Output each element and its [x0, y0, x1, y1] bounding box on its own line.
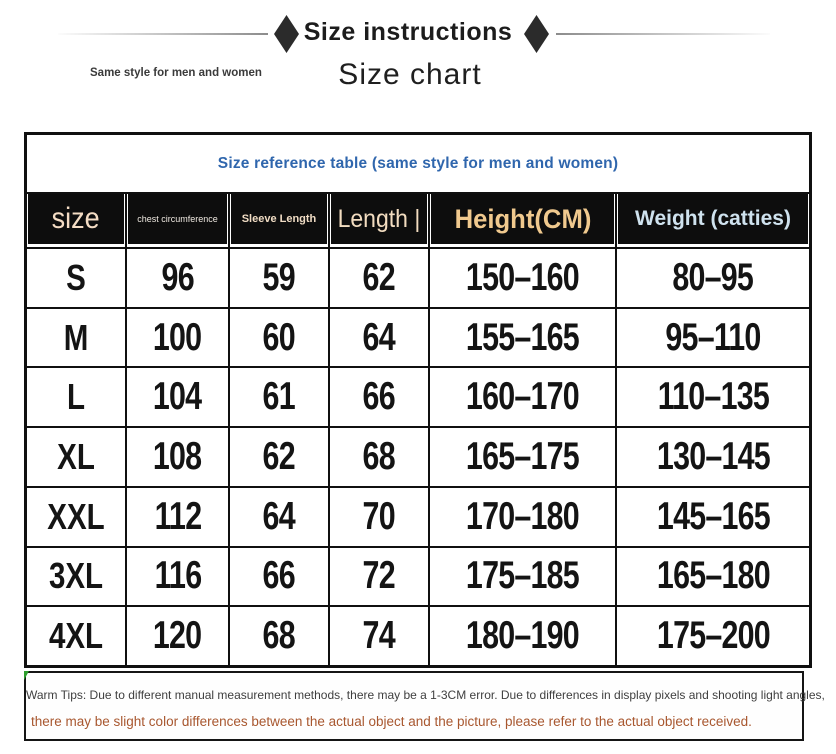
warm-tips-line1: Warm Tips: Due to different manual measu… — [26, 688, 825, 702]
cell-size: M — [27, 308, 125, 367]
cell-sleeve: 64 — [230, 487, 328, 546]
cell-length: 74 — [330, 607, 428, 665]
decor-line-right — [556, 33, 770, 35]
cell-size: 4XL — [27, 607, 125, 665]
col-header-length-label: Length | — [337, 204, 421, 233]
cell-length: 72 — [330, 547, 428, 606]
cell-length: 64 — [330, 308, 428, 367]
cell-weight: 165–180 — [617, 547, 809, 606]
col-header-sleeve-label: Sleeve Length — [241, 213, 317, 225]
cell-length: 70 — [330, 487, 428, 546]
artifact-green-mark — [24, 671, 29, 680]
cell-size: L — [27, 368, 125, 427]
warm-tips-box: Warm Tips: Due to different manual measu… — [24, 671, 825, 741]
col-header-length: Length | — [330, 194, 428, 247]
size-table: Size reference table (same style for men… — [24, 132, 812, 668]
col-header-weight-label: Weight (catties) — [635, 207, 791, 230]
diamond-left-icon — [274, 15, 299, 53]
size-chart-title: Size chart — [338, 58, 482, 91]
col-header-height: Height(CM) — [430, 194, 615, 247]
diamond-right-icon — [524, 15, 549, 53]
col-header-size-label: size — [51, 202, 101, 235]
size-instructions-title: Size instructions — [303, 18, 513, 46]
cell-size: 3XL — [27, 547, 125, 606]
cell-weight: 110–135 — [617, 368, 809, 427]
cell-height: 175–185 — [430, 547, 615, 606]
col-header-chest-label: chest circumference — [137, 214, 218, 224]
same-style-subtitle: Same style for men and women — [90, 67, 262, 79]
cell-weight: 145–165 — [617, 487, 809, 546]
col-header-size: size — [27, 194, 125, 247]
cell-length: 62 — [330, 249, 428, 307]
cell-weight: 175–200 — [617, 607, 809, 665]
cell-weight: 95–110 — [617, 308, 809, 367]
cell-chest: 112 — [127, 487, 228, 546]
col-header-sleeve: Sleeve Length — [230, 194, 328, 247]
cell-chest: 108 — [127, 428, 228, 486]
decor-line-left — [58, 33, 268, 35]
cell-sleeve: 60 — [230, 308, 328, 367]
table-caption-row: Size reference table (same style for men… — [27, 135, 809, 192]
cell-height: 160–170 — [430, 368, 615, 427]
warm-tips-line2: there may be slight color differences be… — [31, 714, 752, 729]
cell-height: 165–175 — [430, 428, 615, 486]
cell-chest: 116 — [127, 547, 228, 606]
cell-sleeve: 61 — [230, 368, 328, 427]
cell-height: 155–165 — [430, 308, 615, 367]
table-caption: Size reference table (same style for men… — [217, 154, 619, 172]
cell-chest: 100 — [127, 308, 228, 367]
col-header-chest: chest circumference — [127, 194, 228, 247]
cell-size: S — [27, 249, 125, 307]
cell-height: 180–190 — [430, 607, 615, 665]
cell-weight: 130–145 — [617, 428, 809, 486]
cell-chest: 96 — [127, 249, 228, 307]
cell-chest: 120 — [127, 607, 228, 665]
col-header-weight: Weight (catties) — [617, 194, 809, 247]
cell-sleeve: 66 — [230, 547, 328, 606]
cell-height: 150–160 — [430, 249, 615, 307]
cell-height: 170–180 — [430, 487, 615, 546]
cell-weight: 80–95 — [617, 249, 809, 307]
cell-sleeve: 68 — [230, 607, 328, 665]
cell-length: 68 — [330, 428, 428, 486]
cell-size: XL — [27, 428, 125, 486]
cell-size: XXL — [27, 487, 125, 546]
col-header-height-label: Height(CM) — [454, 203, 591, 234]
cell-chest: 104 — [127, 368, 228, 427]
cell-sleeve: 59 — [230, 249, 328, 307]
cell-sleeve: 62 — [230, 428, 328, 486]
cell-length: 66 — [330, 368, 428, 427]
